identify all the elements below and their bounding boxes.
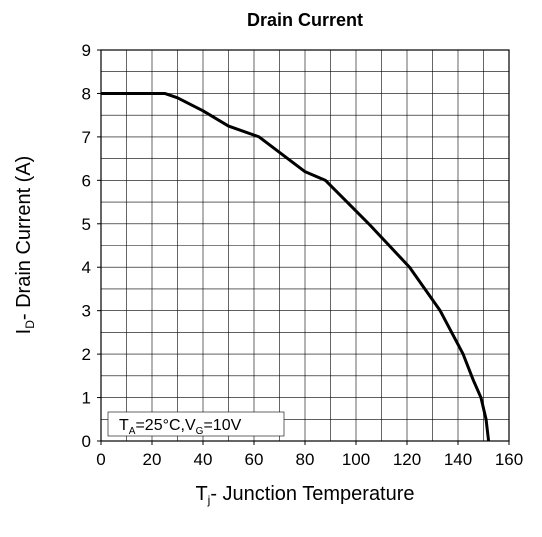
y-tick-label: 1 bbox=[82, 389, 91, 408]
annotation: TA=25°C,VG=10V bbox=[119, 417, 242, 437]
y-tick-label: 4 bbox=[82, 258, 91, 277]
annotation-part: T bbox=[119, 417, 129, 434]
x-axis-label-part: T bbox=[195, 483, 207, 505]
line-series bbox=[101, 91, 491, 442]
x-tick-label: 20 bbox=[143, 450, 162, 469]
x-tick-label: 160 bbox=[495, 450, 523, 469]
x-tick-label: 100 bbox=[342, 450, 370, 469]
y-tick-label: 9 bbox=[82, 41, 91, 60]
annotation-sub: A bbox=[129, 426, 136, 437]
x-axis-label-sub: j bbox=[207, 493, 211, 507]
y-axis-label-part: I bbox=[13, 329, 35, 335]
y-tick-label: 3 bbox=[82, 302, 91, 321]
annotation-part: =25°C,V bbox=[135, 417, 196, 434]
y-tick-label: 6 bbox=[82, 171, 91, 190]
x-tick-label: 40 bbox=[194, 450, 213, 469]
x-tick-label: 140 bbox=[444, 450, 472, 469]
y-axis-label: ID- Drain Current (A) bbox=[13, 156, 37, 335]
annotation-part: =10V bbox=[203, 417, 241, 434]
annotation-box bbox=[107, 411, 285, 437]
annotation-sub: G bbox=[196, 426, 204, 437]
x-tick-label: 120 bbox=[393, 450, 421, 469]
y-tick-label: 0 bbox=[82, 432, 91, 451]
x-tick-label: 0 bbox=[96, 450, 105, 469]
chart-title: Drain Current bbox=[247, 10, 363, 30]
x-tick-label: 60 bbox=[245, 450, 264, 469]
y-tick-label: 7 bbox=[82, 128, 91, 147]
y-axis-label-sub: D bbox=[23, 320, 37, 329]
y-tick-label: 8 bbox=[82, 84, 91, 103]
y-tick-label: 5 bbox=[82, 215, 91, 234]
x-axis-label-part: - Junction Temperature bbox=[210, 483, 414, 505]
x-axis-label: Tj- Junction Temperature bbox=[195, 483, 414, 507]
x-tick-label: 80 bbox=[296, 450, 315, 469]
y-axis-label-part: - Drain Current (A) bbox=[13, 156, 35, 320]
y-tick-label: 2 bbox=[82, 345, 91, 364]
